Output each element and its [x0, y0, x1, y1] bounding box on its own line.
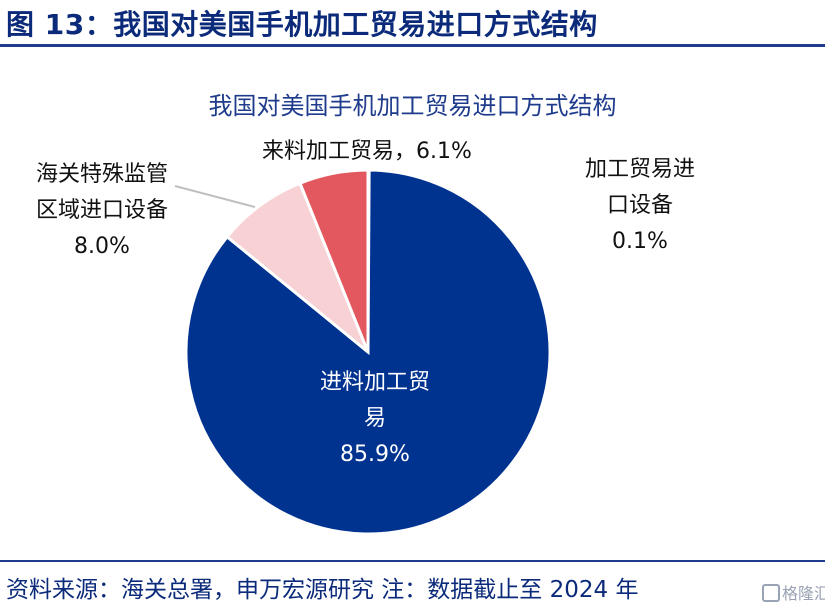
watermark-logo-icon	[762, 584, 780, 602]
label-name-line: 加工贸易进	[584, 157, 695, 182]
label-value: 6.1%	[416, 139, 472, 164]
watermark: 格隆汇	[762, 580, 825, 604]
label-name-line: 来料加工贸易，	[262, 139, 417, 164]
label-name-line: 海关特殊监管	[35, 162, 168, 187]
label-special-customs-zone-equipment: 海关特殊监管 区域进口设备 8.0%	[22, 157, 182, 265]
label-supplied-materials-processing: 来料加工贸易，6.1%	[262, 134, 492, 170]
footer-rule	[0, 560, 825, 562]
leader-line-customs-zone	[174, 185, 256, 208]
label-value: 0.1%	[612, 229, 668, 254]
chart-title: 我国对美国手机加工贸易进口方式结构	[208, 92, 617, 120]
label-value: 85.9%	[340, 442, 410, 467]
watermark-text: 格隆汇	[782, 584, 825, 603]
label-value: 8.0%	[74, 234, 130, 259]
slice-special-customs-zone-equipment	[225, 181, 370, 354]
slice-supplied-materials-processing	[298, 168, 370, 353]
header-rule	[0, 44, 825, 47]
label-imported-materials-processing: 进料加工贸 易 85.9%	[300, 365, 450, 473]
label-processing-import-equipment: 加工贸易进 口设备 0.1%	[570, 152, 710, 260]
label-name-line: 口设备	[606, 193, 673, 218]
label-name-line: 进料加工贸	[319, 370, 430, 395]
figure-header: 图 13：我国对美国手机加工贸易进口方式结构	[0, 0, 825, 46]
source-note: 资料来源：海关总署，申万宏源研究 注：数据截止至 2024 年	[6, 577, 639, 603]
figure-title: 图 13：我国对美国手机加工贸易进口方式结构	[6, 8, 598, 41]
pie-chart	[174, 168, 552, 536]
label-name-line: 易	[363, 406, 386, 431]
label-name-line: 区域进口设备	[35, 198, 168, 223]
